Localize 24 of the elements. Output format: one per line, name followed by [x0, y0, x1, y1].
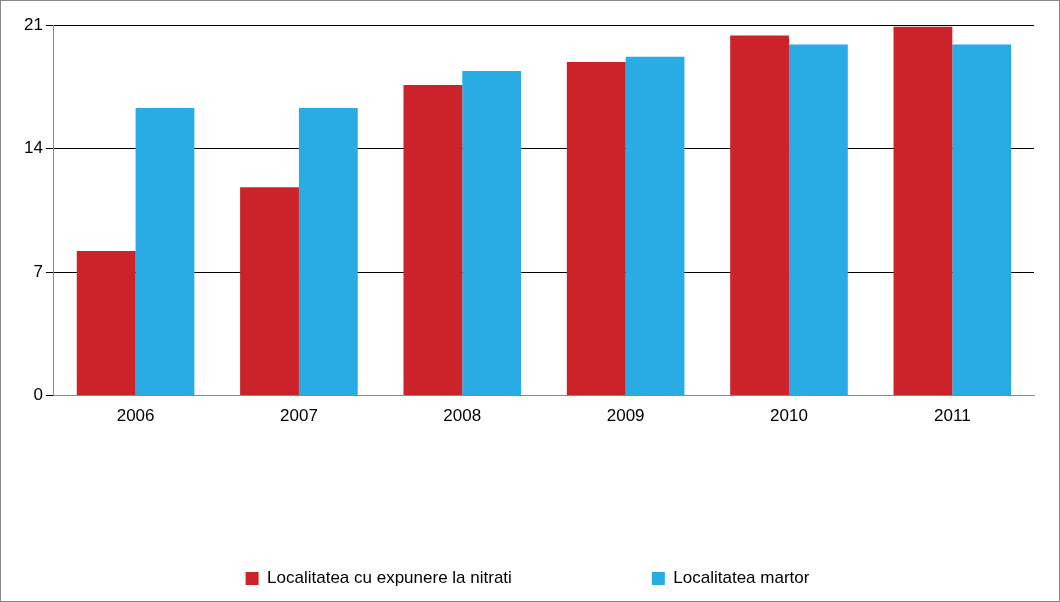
- bar: [298, 107, 358, 396]
- x-tick-label: 2008: [443, 406, 482, 426]
- bar: [893, 26, 953, 396]
- x-tick-label: 2006: [116, 406, 155, 426]
- y-tick-label: 7: [33, 261, 43, 281]
- bar: [76, 250, 136, 396]
- bar: [240, 187, 299, 396]
- bar: [952, 44, 1012, 396]
- bar: [135, 107, 195, 396]
- y-tick-label: 21: [23, 14, 43, 34]
- bar: [566, 62, 626, 396]
- x-tick-label: 2009: [606, 406, 645, 426]
- x-tick-label: 2011: [934, 406, 971, 426]
- bar: [788, 44, 848, 396]
- x-tick-label: 2010: [770, 406, 808, 426]
- legend-label: Localitatea cu expunere la nitrati: [267, 568, 512, 588]
- bar: [403, 85, 463, 396]
- legend-label: Localitatea martor: [673, 568, 810, 588]
- bar: [462, 70, 522, 396]
- x-tick-label: 2007: [280, 406, 318, 426]
- bar: [730, 35, 789, 396]
- bar: [625, 56, 685, 396]
- y-tick-label: 14: [23, 138, 43, 158]
- y-tick-label: 0: [33, 385, 43, 405]
